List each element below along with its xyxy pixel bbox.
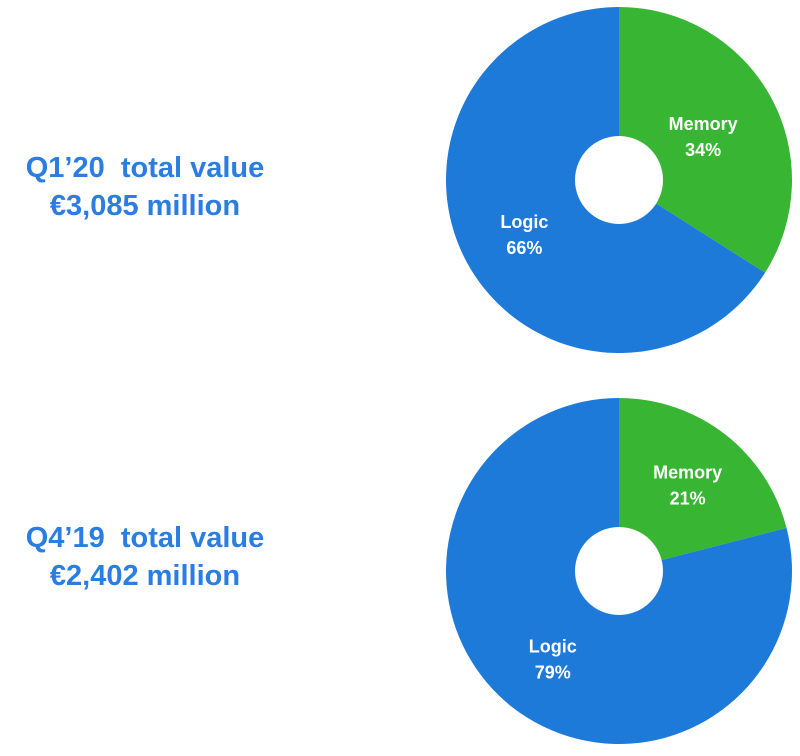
slice-label-memory-value: 21%	[670, 489, 706, 509]
donut-hole	[575, 527, 663, 615]
watermark-text: 智东西	[723, 722, 790, 747]
wifi-signal-icon	[699, 725, 719, 740]
slice-label-logic-name: Logic	[500, 212, 548, 232]
chart-title-q1: Q1’20 total value €3,085 million	[0, 149, 290, 225]
chart-title-q1-line1: Q1’20 total value	[25, 152, 265, 184]
slice-label-logic-value: 66%	[506, 238, 542, 258]
donut-hole	[575, 136, 663, 224]
slice-label-memory-value: 34%	[685, 140, 721, 160]
slice-label-memory-name: Memory	[653, 463, 722, 483]
chart-title-q4-line2: €2,402 million	[49, 560, 241, 592]
watermark: 智东西	[698, 716, 790, 748]
pie-slice-memory	[619, 398, 787, 571]
pie-slice-memory	[619, 7, 792, 273]
slice-label-logic-name: Logic	[529, 636, 577, 656]
chart-title-q1-line2: €3,085 million	[49, 190, 241, 222]
slice-label-logic-value: 79%	[535, 662, 571, 682]
chart-title-q4: Q4’19 total value €2,402 million	[0, 519, 290, 595]
slice-label-memory-name: Memory	[669, 114, 738, 134]
chart-title-q4-line1: Q4’19 total value	[25, 522, 265, 554]
pie-chart-q4: Memory 21% Logic 79%	[446, 398, 792, 744]
pie-chart-q1: Memory 34% Logic 66%	[445, 7, 792, 353]
